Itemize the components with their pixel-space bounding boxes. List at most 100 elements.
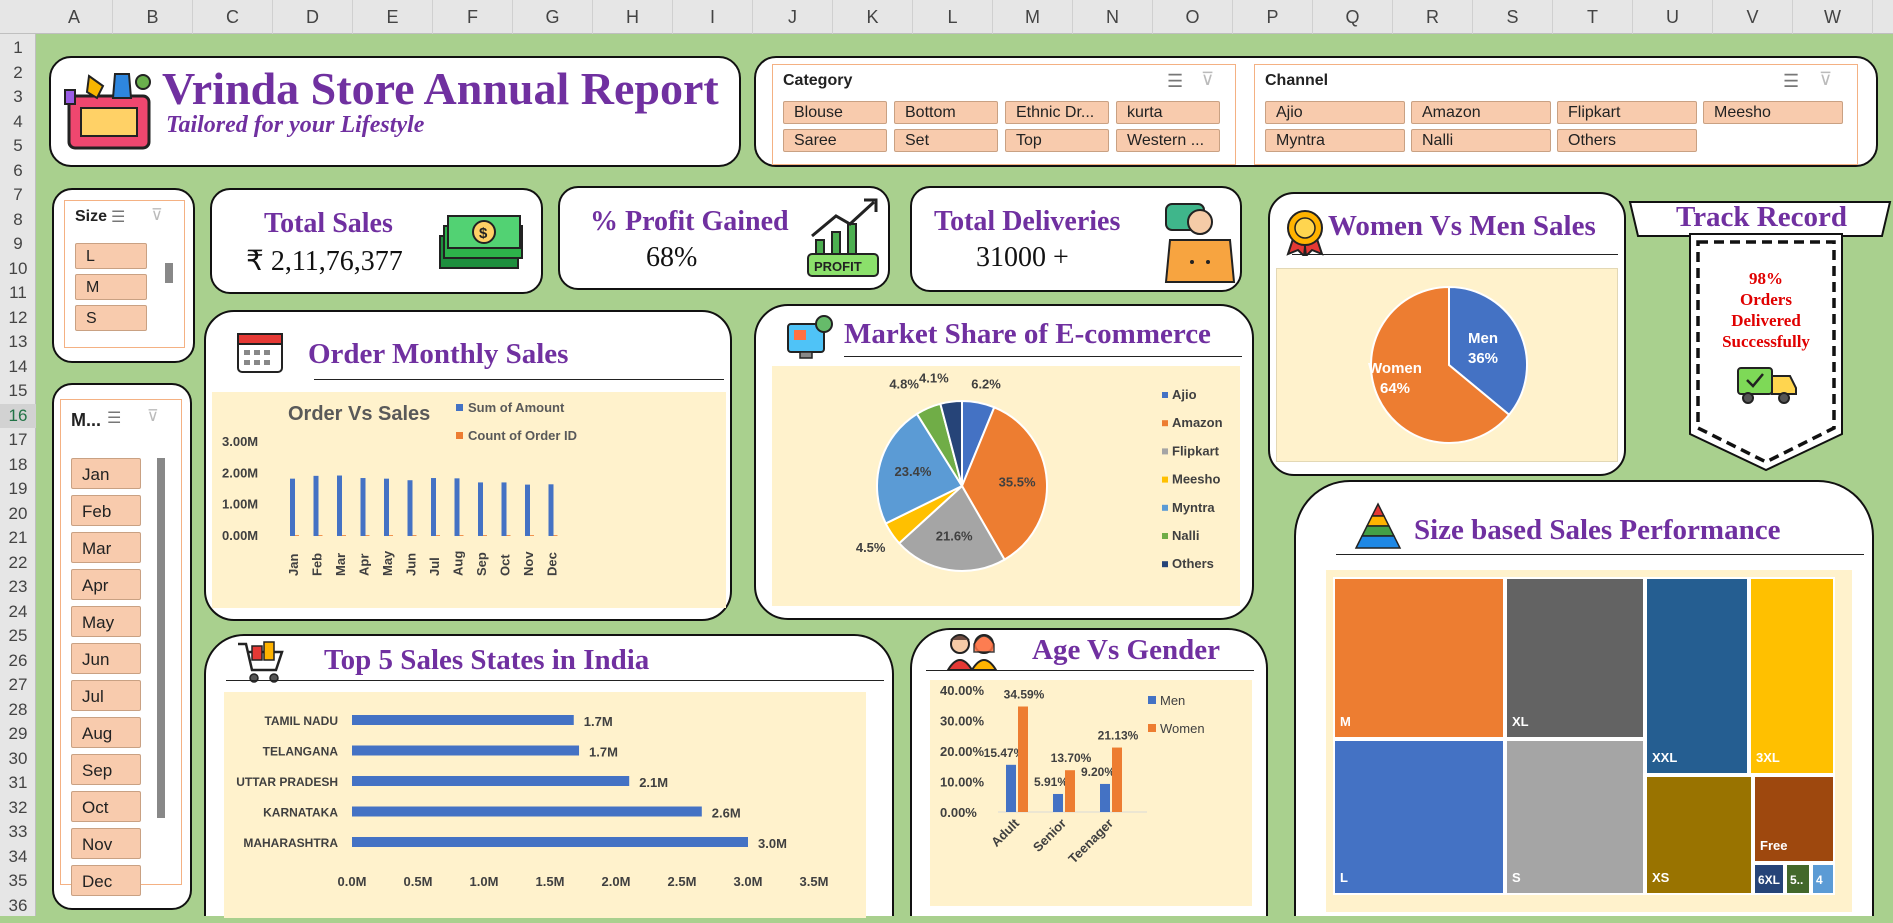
row-header-2[interactable]: 2 — [13, 62, 23, 82]
column-header-k[interactable]: K — [833, 0, 913, 34]
row-header-10[interactable]: 10 — [8, 258, 28, 278]
row-header-33[interactable]: 33 — [8, 822, 28, 841]
row-header-25[interactable]: 25 — [8, 626, 28, 645]
row-header-27[interactable]: 27 — [8, 675, 28, 694]
channel-item[interactable]: Meesho — [1703, 101, 1843, 124]
column-header-n[interactable]: N — [1073, 0, 1153, 34]
row-header-12[interactable]: 12 — [8, 307, 28, 327]
column-header-c[interactable]: C — [193, 0, 273, 34]
month-item[interactable]: Dec — [71, 865, 141, 896]
column-header-g[interactable]: G — [513, 0, 593, 34]
column-header-j[interactable]: J — [753, 0, 833, 34]
legend-label: Amazon — [1172, 415, 1223, 430]
row-header-6[interactable]: 6 — [13, 160, 23, 180]
column-header-t[interactable]: T — [1553, 0, 1633, 34]
row-header-23[interactable]: 23 — [8, 577, 28, 596]
channel-item[interactable]: Amazon — [1411, 101, 1551, 124]
month-item[interactable]: Sep — [71, 754, 141, 785]
channel-item[interactable]: Flipkart — [1557, 101, 1697, 124]
column-header-m[interactable]: M — [993, 0, 1073, 34]
multi-select-icon[interactable]: ☰ — [107, 410, 122, 427]
column-header-q[interactable]: Q — [1313, 0, 1393, 34]
row-header-9[interactable]: 9 — [13, 234, 23, 253]
column-header-h[interactable]: H — [593, 0, 673, 34]
row-header-3[interactable]: 3 — [13, 87, 23, 106]
column-header-p[interactable]: P — [1233, 0, 1313, 34]
row-header-36[interactable]: 36 — [8, 895, 28, 915]
row-header-20[interactable]: 20 — [8, 503, 28, 523]
row-header-17[interactable]: 17 — [8, 430, 28, 449]
column-header-a[interactable]: A — [36, 0, 113, 34]
row-header-18[interactable]: 18 — [8, 454, 28, 474]
month-item[interactable]: Jan — [71, 458, 141, 489]
column-header-v[interactable]: V — [1713, 0, 1793, 34]
row-header-4[interactable]: 4 — [13, 111, 23, 131]
month-item[interactable]: Mar — [71, 532, 141, 563]
slicer-scrollbar[interactable] — [165, 263, 173, 283]
size-item[interactable]: L — [75, 243, 147, 269]
row-header-1[interactable]: 1 — [13, 38, 23, 57]
row-header-14[interactable]: 14 — [8, 356, 28, 376]
month-item[interactable]: Feb — [71, 495, 141, 526]
column-header-o[interactable]: O — [1153, 0, 1233, 34]
channel-item[interactable]: Myntra — [1265, 129, 1405, 152]
column-header-b[interactable]: B — [113, 0, 193, 34]
month-item[interactable]: Apr — [71, 569, 141, 600]
row-header-8[interactable]: 8 — [13, 209, 23, 229]
row-header-15[interactable]: 15 — [8, 381, 28, 400]
column-header-i[interactable]: I — [673, 0, 753, 34]
category-item[interactable]: Set — [894, 129, 998, 152]
row-header-19[interactable]: 19 — [8, 479, 28, 498]
row-header-31[interactable]: 31 — [8, 773, 28, 792]
row-header-24[interactable]: 24 — [8, 601, 28, 621]
column-header-r[interactable]: R — [1393, 0, 1473, 34]
size-item[interactable]: S — [75, 305, 147, 331]
row-header-21[interactable]: 21 — [8, 528, 28, 547]
month-item[interactable]: Nov — [71, 828, 141, 859]
clear-filter-icon[interactable]: ⊽ — [1819, 69, 1833, 89]
month-item[interactable]: Oct — [71, 791, 141, 822]
month-item[interactable]: May — [71, 606, 141, 637]
month-item[interactable]: Jun — [71, 643, 141, 674]
row-header-5[interactable]: 5 — [13, 136, 23, 155]
column-header-f[interactable]: F — [433, 0, 513, 34]
channel-item[interactable]: Others — [1557, 129, 1697, 152]
category-item[interactable]: kurta — [1116, 101, 1220, 124]
row-header-13[interactable]: 13 — [8, 332, 28, 351]
row-header-28[interactable]: 28 — [8, 699, 28, 719]
row-header-29[interactable]: 29 — [8, 724, 28, 743]
category-item[interactable]: Blouse — [783, 101, 887, 124]
clear-filter-icon[interactable]: ⊽ — [151, 207, 163, 224]
column-header-d[interactable]: D — [273, 0, 353, 34]
row-header-11[interactable]: 11 — [9, 283, 27, 302]
row-header-7[interactable]: 7 — [13, 185, 23, 204]
slicer-scrollbar[interactable] — [157, 458, 165, 818]
column-header-e[interactable]: E — [353, 0, 433, 34]
multi-select-icon[interactable]: ☰ — [111, 209, 126, 226]
row-header-26[interactable]: 26 — [8, 650, 28, 670]
size-item[interactable]: M — [75, 274, 147, 300]
row-header-32[interactable]: 32 — [8, 797, 28, 817]
category-item[interactable]: Top — [1005, 129, 1109, 152]
row-header-30[interactable]: 30 — [8, 748, 28, 768]
column-header-u[interactable]: U — [1633, 0, 1713, 34]
row-header-16[interactable]: 16 — [0, 403, 36, 428]
row-header-34[interactable]: 34 — [8, 846, 28, 866]
clear-filter-icon[interactable]: ⊽ — [1201, 69, 1215, 89]
column-header-w[interactable]: W — [1793, 0, 1873, 34]
column-header-s[interactable]: S — [1473, 0, 1553, 34]
month-item[interactable]: Jul — [71, 680, 141, 711]
column-header-l[interactable]: L — [913, 0, 993, 34]
category-item[interactable]: Bottom — [894, 101, 998, 124]
row-header-35[interactable]: 35 — [8, 871, 28, 890]
row-header-22[interactable]: 22 — [8, 552, 28, 572]
channel-item[interactable]: Nalli — [1411, 129, 1551, 152]
category-item[interactable]: Saree — [783, 129, 887, 152]
category-item[interactable]: Ethnic Dr... — [1005, 101, 1109, 124]
multi-select-icon[interactable]: ☰ — [1167, 71, 1184, 91]
multi-select-icon[interactable]: ☰ — [1783, 71, 1800, 91]
month-item[interactable]: Aug — [71, 717, 141, 748]
clear-filter-icon[interactable]: ⊽ — [147, 408, 159, 425]
channel-item[interactable]: Ajio — [1265, 101, 1405, 124]
category-item[interactable]: Western ... — [1116, 129, 1220, 152]
